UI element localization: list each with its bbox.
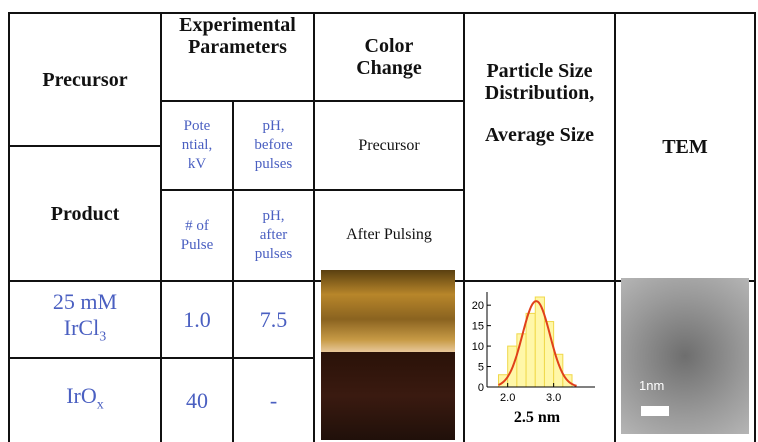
x-tick-label: 2.0 xyxy=(500,392,515,404)
header-precursor: Precursor xyxy=(10,14,160,145)
text: Particle Size xyxy=(486,60,593,82)
scale-label: 1nm xyxy=(639,378,665,393)
text: pulses xyxy=(254,156,293,172)
text: pulses xyxy=(254,246,293,262)
text: Average Size xyxy=(484,124,595,146)
text: Parameters xyxy=(188,36,287,58)
header-product: Product xyxy=(10,147,160,280)
text: 7.5 xyxy=(259,306,288,332)
text: After Pulsing xyxy=(346,226,432,243)
text: Experimental xyxy=(179,14,296,36)
header-tem: TEM xyxy=(616,14,754,280)
y-tick-label: 20 xyxy=(472,300,484,312)
header-color-change: Color Change xyxy=(315,14,463,100)
header-particle-size: Particle Size Distribution, Average Size xyxy=(465,60,614,210)
photo-precursor xyxy=(321,270,455,352)
row-value: 7.5 xyxy=(234,282,313,357)
sub-ph-after: pH, after pulses xyxy=(234,191,313,280)
text: kV xyxy=(187,156,207,172)
text: after xyxy=(259,227,288,243)
text: ntial, xyxy=(181,137,213,153)
header-experimental: Experimental Parameters xyxy=(162,14,313,84)
text: Distribution, xyxy=(484,82,595,104)
text: pH, xyxy=(262,118,285,134)
text: pH, xyxy=(262,208,285,224)
x-tick-label: 3.0 xyxy=(546,392,561,404)
row-value: 1.0 xyxy=(162,282,232,357)
row-precursor: 25 mM IrCl3 xyxy=(10,282,160,357)
text: Pote xyxy=(183,118,211,134)
scale-bar xyxy=(641,406,669,416)
text: TEM xyxy=(662,136,708,158)
row-value: - xyxy=(234,359,313,442)
text: 40 xyxy=(186,387,208,413)
histogram: 0 5 10 15 20 2.0 3.0 2.5 nm xyxy=(472,292,595,426)
text: # of xyxy=(185,217,209,234)
y-tick-label: 10 xyxy=(472,341,484,353)
fit-curve xyxy=(498,300,577,387)
row-value: 40 xyxy=(162,359,232,442)
tem-image: 1nm xyxy=(621,278,749,434)
photo-after xyxy=(321,352,455,440)
subscript: x xyxy=(96,397,104,413)
text: 25 mM xyxy=(52,288,118,314)
y-tick-label: 5 xyxy=(478,362,484,374)
sub-potential: Pote ntial, kV xyxy=(162,102,232,189)
sub-pulses: # of Pulse xyxy=(162,191,232,280)
text: 1.0 xyxy=(183,306,211,332)
text: Change xyxy=(356,57,422,79)
text: - xyxy=(269,387,278,413)
y-tick-label: 0 xyxy=(478,382,484,394)
bar xyxy=(525,312,536,388)
text: before xyxy=(254,137,293,153)
text: IrCl xyxy=(63,314,100,340)
size-label: 2.5 nm xyxy=(514,409,561,426)
y-tick-label: 15 xyxy=(472,321,484,333)
text: Precursor xyxy=(358,136,420,154)
sub-ph-before: pH, before pulses xyxy=(234,102,313,189)
row-product: IrOx xyxy=(10,359,160,442)
sub-color-after: After Pulsing xyxy=(315,200,463,270)
text: Pulse xyxy=(180,236,214,253)
text: Precursor xyxy=(42,68,128,91)
subscript: 3 xyxy=(99,329,107,345)
text: Product xyxy=(50,202,120,225)
text: Color xyxy=(364,35,414,57)
text: IrO xyxy=(66,382,97,408)
sub-color-precursor: Precursor xyxy=(315,102,463,189)
